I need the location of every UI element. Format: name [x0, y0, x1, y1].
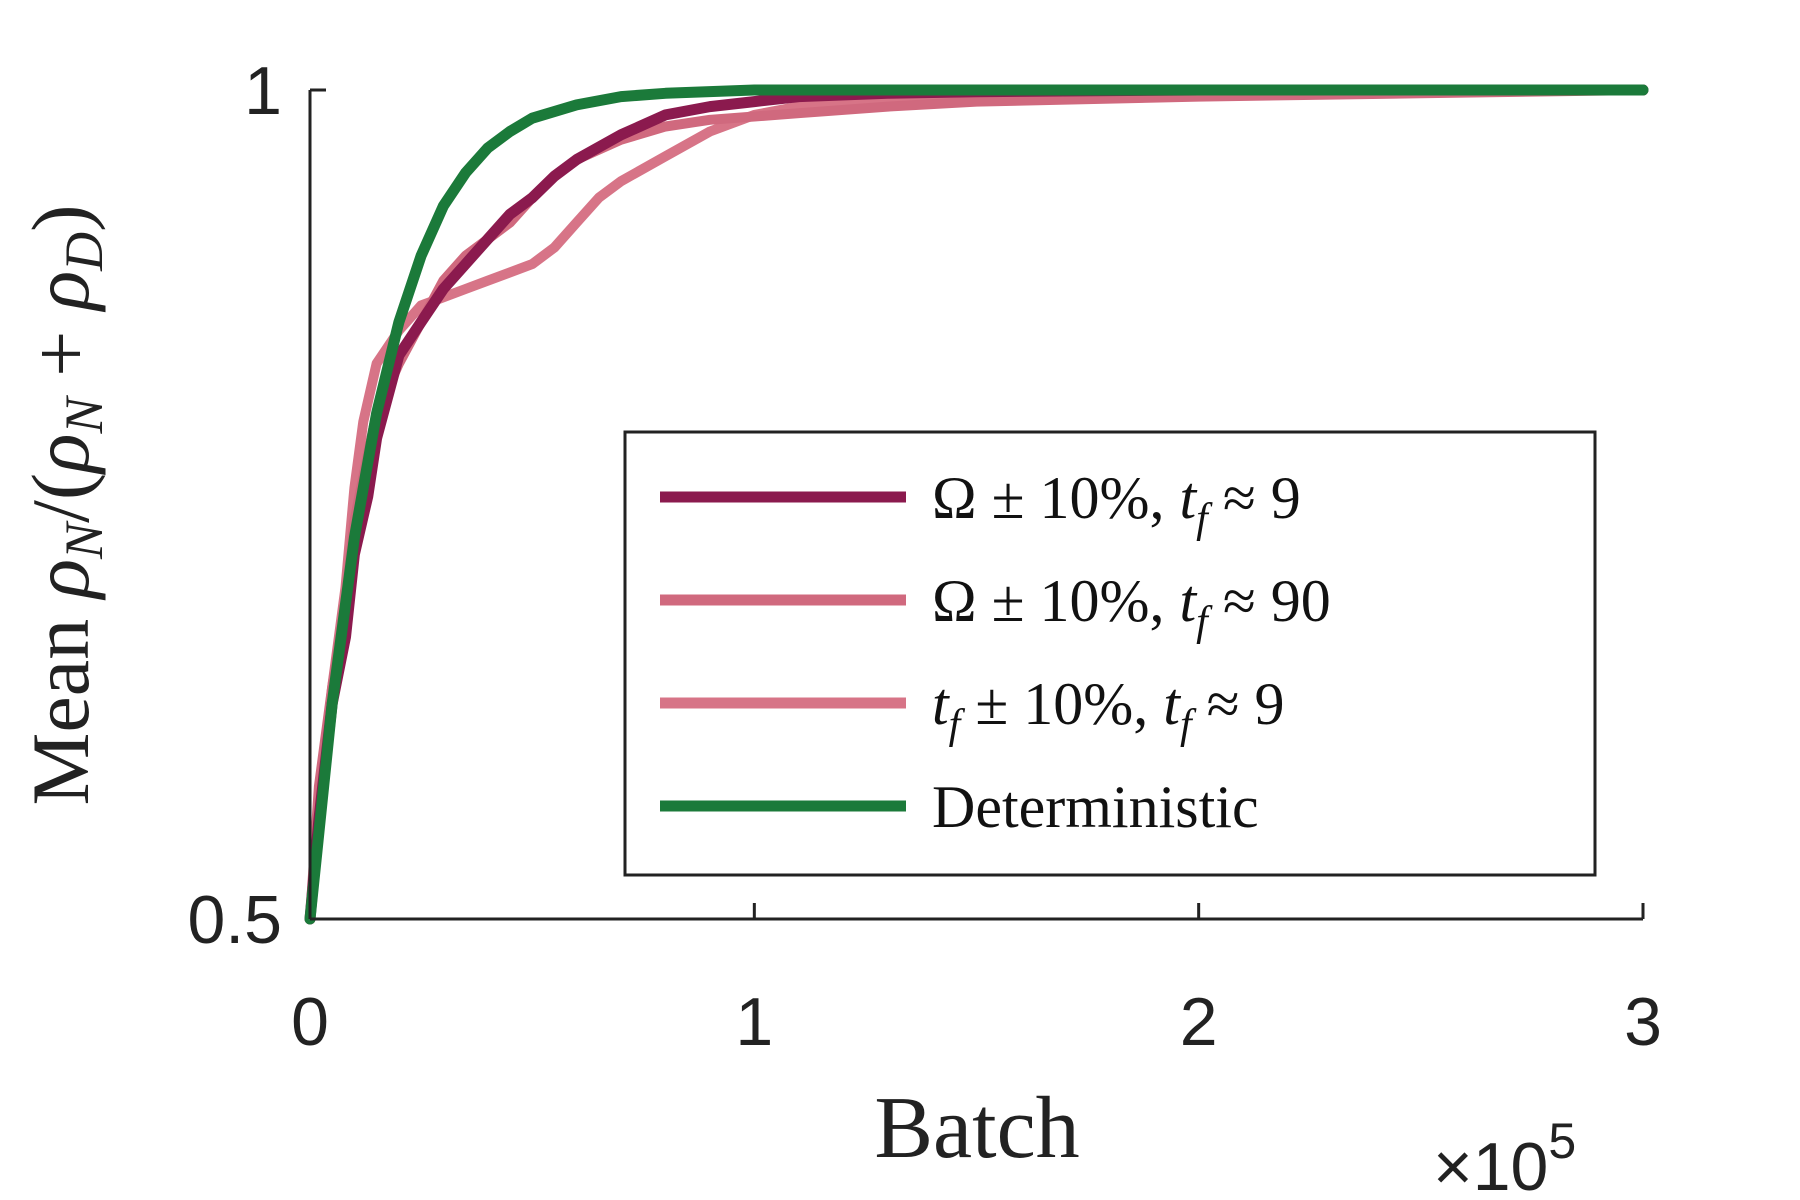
y-axis-label: Mean ρN/(ρN + ρD) — [15, 205, 114, 806]
series-line-3 — [305, 85, 1648, 924]
series-layer — [304, 84, 1649, 925]
x-tick-label: 0 — [291, 984, 329, 1060]
legend: Ω ± 10%, tf ≈ 9 Ω ± 10%, tf ≈ 90 tf ± 10… — [623, 430, 1597, 877]
x-tick-label: 3 — [1624, 984, 1662, 1060]
series-line-4 — [304, 84, 1649, 925]
tick-layer: 0 1 2 3 0.5 1 — [187, 53, 1661, 1060]
legend-entry-3: tf ± 10%, tf ≈ 9 — [932, 671, 1285, 748]
legend-entry-2: Ω ± 10%, tf ≈ 90 — [932, 568, 1331, 645]
y-tick-label: 0.5 — [187, 882, 282, 958]
x-axis-multiplier: ×105 — [1433, 1113, 1576, 1200]
x-tick-label: 2 — [1180, 984, 1218, 1060]
y-tick-label: 1 — [244, 53, 282, 129]
x-tick-label: 1 — [735, 984, 773, 1060]
legend-entry-1: Ω ± 10%, tf ≈ 9 — [932, 465, 1301, 542]
x-axis-label: Batch — [874, 1080, 1079, 1177]
legend-entry-4: Deterministic — [932, 774, 1259, 840]
